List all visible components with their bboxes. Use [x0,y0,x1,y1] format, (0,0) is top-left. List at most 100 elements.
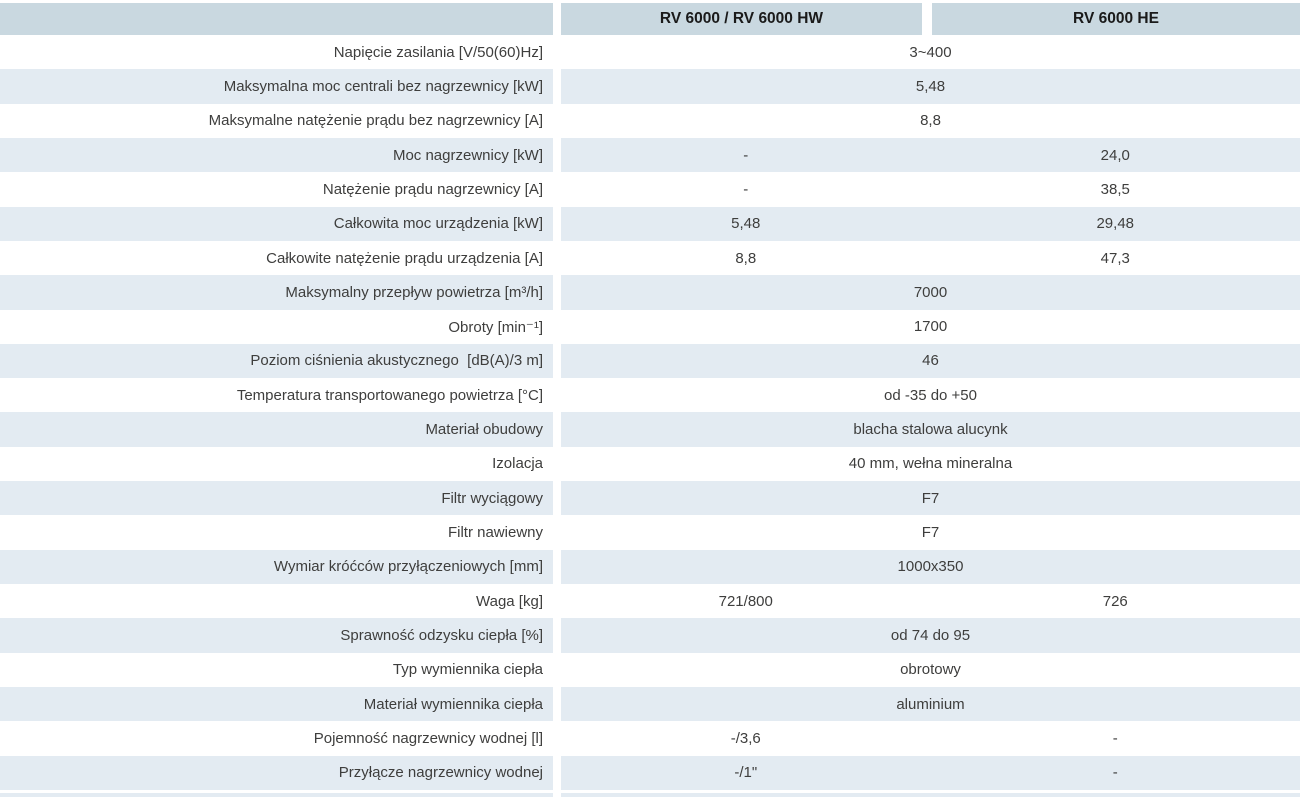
row-label: Materiał wymiennika ciepła [0,686,553,722]
table-header-row: RV 6000 / RV 6000 HW RV 6000 HE [0,3,1303,35]
row-value-col2: - [1112,764,1118,782]
column-gap [553,138,561,172]
row-value-col1: -/3,6 [730,729,761,747]
row-label: Wymiar króćców przyłączeniowych [mm] [0,549,553,584]
column-gap [553,378,561,412]
column-gap [553,172,561,206]
header-cell-empty [0,3,553,35]
row-label: Natężenie prądu nagrzewnicy [A] [0,172,553,207]
table-row: Izolacja 40 mm, wełna mineralna [0,446,1303,482]
column-gap [553,756,561,790]
row-value-col2: 24,0 [1100,146,1130,164]
row-value-area: 5,48 29,48 [561,206,1300,241]
row-value-col1: - [743,146,749,164]
row-value-area: 7000 [561,275,1300,310]
column-gap [553,618,561,652]
column-gap [553,310,561,344]
row-label: Moc nagrzewnicy [kW] [0,137,553,173]
table-row: Filtr nawiewny F7 [0,515,1303,550]
table-row: Waga [kg] 721/800 726 [0,584,1303,619]
row-label: Przyłącze nagrzewnicy wodnej [0,755,553,790]
table-row: Pojemność nagrzewnicy wodnej [l] -/3,6 - [0,721,1303,756]
row-value-col2: 38,5 [1100,180,1130,198]
row-value-span: 7000 [913,283,948,301]
row-label: Poziom ciśnienia akustycznego [dB(A)/3 m… [0,343,553,379]
row-label: Maksymalna moc centrali bez nagrzewnicy … [0,69,553,104]
table-body: Napięcie zasilania [V/50(60)Hz] 3~400 Maks… [0,35,1303,790]
column-gap [553,275,561,309]
row-value-span: 1000x350 [897,558,964,576]
table-row: Moc nagrzewnicy [kW] - 24,0 [0,137,1303,173]
table-row: Typ wymiennika ciepła obrotowy [0,652,1303,687]
row-value-col1: -/1" [734,764,758,782]
table-row: Wymiar króćców przyłączeniowych [mm] 1000… [0,549,1303,584]
table-row: Materiał obudowy blacha stalowa alucynk [0,412,1303,447]
table-row: Napięcie zasilania [V/50(60)Hz] 3~400 [0,35,1303,70]
row-value-span: blacha stalowa alucynk [853,421,1008,439]
table-row: Filtr wyciągowy F7 [0,481,1303,516]
row-value-span: 46 [922,352,939,370]
row-label: Materiał obudowy [0,412,553,447]
row-value-area: 721/800 726 [561,584,1300,619]
column-gap [553,35,561,69]
table-row: Maksymalny przepływ powietrza [m³/h] 7000 [0,275,1303,310]
row-label: Waga [kg] [0,584,553,619]
column-gap [553,550,561,584]
column-gap [553,515,561,549]
table-row: Obroty [min⁻¹] 1700 [0,309,1303,344]
row-value-col2: 47,3 [1100,249,1130,267]
table-row: Całkowita moc urządzenia [kW] 5,48 29,48 [0,206,1303,241]
column-gap [553,69,561,103]
row-label: Całkowite natężenie prądu urządzenia [A] [0,240,553,276]
column-gap [553,344,561,378]
row-value-span: F7 [921,524,940,542]
row-value-col1: 721/800 [718,592,773,610]
header-cell-model-1: RV 6000 / RV 6000 HW [561,3,922,35]
row-value-area: od -35 do +50 [561,378,1300,413]
header-cell-model-2: RV 6000 HE [932,3,1300,35]
column-gap [553,481,561,515]
column-gap [553,721,561,755]
bottom-strip-segment [561,792,1300,797]
row-value-col1: - [743,180,749,198]
row-value-span: od -35 do +50 [884,386,977,404]
column-gap [553,241,561,275]
row-value-area: - 24,0 [561,137,1300,173]
row-label: Maksymalny przepływ powietrza [m³/h] [0,275,553,310]
row-value-span: od 74 do 95 [890,626,971,644]
row-label: Sprawność odzysku ciepła [%] [0,618,553,653]
column-gap [553,207,561,241]
table-row: Maksymalna moc centrali bez nagrzewnicy … [0,69,1303,104]
table-row: Natężenie prądu nagrzewnicy [A] - 38,5 [0,172,1303,207]
row-value-area: blacha stalowa alucynk [561,412,1300,447]
row-value-col2: - [1112,729,1118,747]
column-gap [553,412,561,446]
column-gap [553,447,561,481]
table-row: Sprawność odzysku ciepła [%] od 74 do 95 [0,618,1303,653]
row-value-area: F7 [561,515,1300,550]
row-value-col1: 5,48 [731,215,761,233]
column-gap [553,584,561,618]
row-value-area: 3~400 [561,35,1300,70]
row-value-area: -/3,6 - [561,721,1300,756]
row-value-col2: 29,48 [1096,215,1135,233]
row-value-area: 40 mm, wełna mineralna [561,446,1300,482]
table-row: Poziom ciśnienia akustycznego [dB(A)/3 m… [0,343,1303,379]
table-row: Przyłącze nagrzewnicy wodnej -/1" - [0,755,1303,790]
bottom-strip [0,792,1303,797]
row-value-area: F7 [561,481,1300,516]
row-value-span: 40 mm, wełna mineralna [848,455,1013,473]
table-row: Całkowite natężenie prądu urządzenia [A]… [0,240,1303,276]
row-value-area: od 74 do 95 [561,618,1300,653]
column-gap [553,653,561,687]
row-label: Izolacja [0,446,553,482]
bottom-strip-segment [0,792,553,797]
row-value-area: obrotowy [561,652,1300,687]
column-gap [922,3,932,35]
row-label: Temperatura transportowanego powietrza [… [0,378,553,413]
row-label: Pojemność nagrzewnicy wodnej [l] [0,721,553,756]
row-value-area: 1000x350 [561,549,1300,584]
row-label: Obroty [min⁻¹] [0,309,553,344]
row-value-span: 1700 [913,318,948,336]
